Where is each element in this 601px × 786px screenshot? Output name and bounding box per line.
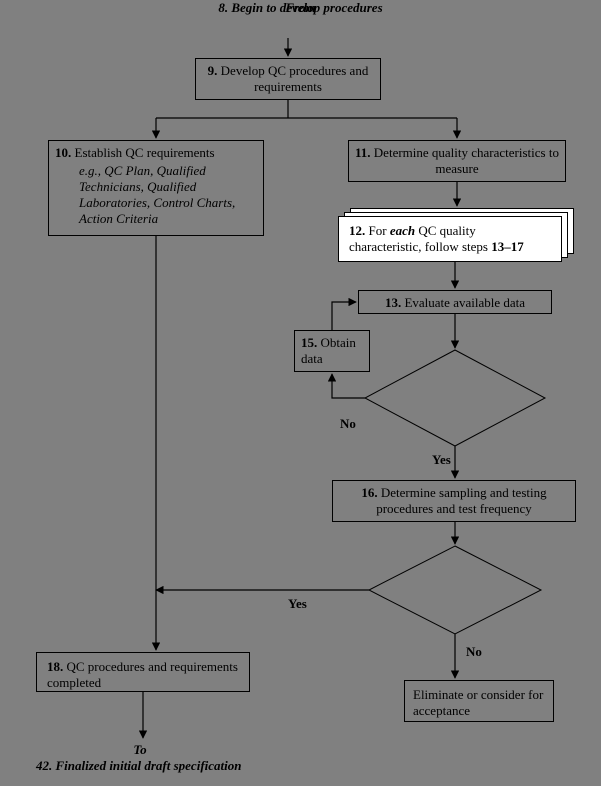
node-16: 16. Determine sampling and testing proce… bbox=[332, 480, 576, 522]
node-16-text: Determine sampling and testing procedure… bbox=[376, 485, 546, 516]
node-10-text: Establish QC requirements bbox=[75, 145, 215, 160]
footer-to-line: 42. Finalized initial draft specificatio… bbox=[36, 758, 241, 774]
node-12: 12. For each QC quality characteristic, … bbox=[338, 216, 562, 262]
node-10-num: 10. bbox=[55, 145, 71, 160]
node-18-num: 18. bbox=[47, 659, 63, 674]
node-16-num: 16. bbox=[361, 485, 377, 500]
node-13: 13. Evaluate available data bbox=[358, 290, 552, 314]
node-14-label: 14. Are there sufficient valid data? bbox=[405, 374, 505, 421]
node-18-text: QC procedures and requirements completed bbox=[47, 659, 238, 690]
node-13-text: Evaluate available data bbox=[404, 295, 525, 310]
node-10-subtext: e.g., QC Plan, Qualified Technicians, Qu… bbox=[55, 161, 257, 227]
node-17-text: Use for QC testing? bbox=[435, 574, 495, 605]
node-17-num: 17. bbox=[415, 574, 431, 589]
node-15-num: 15. bbox=[301, 335, 317, 350]
node-11-num: 11. bbox=[355, 145, 371, 160]
node-10: 10. Establish QC requirements e.g., QC P… bbox=[48, 140, 264, 236]
header-from-line: 8. Begin to develop procedures bbox=[0, 0, 601, 16]
node-12-text-c: 13–17 bbox=[491, 239, 524, 254]
node-12-num: 12. bbox=[349, 223, 365, 238]
node-9-num: 9. bbox=[208, 63, 218, 78]
node-12-text-em: each bbox=[390, 223, 415, 238]
node-13-num: 13. bbox=[385, 295, 401, 310]
node-14-num: 14. bbox=[421, 374, 437, 389]
node-9: 9. Develop QC procedures and requirement… bbox=[195, 58, 381, 100]
node-eliminate: Eliminate or consider for acceptance bbox=[404, 680, 554, 722]
footer-to: To bbox=[60, 742, 220, 758]
edge-17-no: No bbox=[466, 644, 482, 660]
node-17-label: 17. Use for QC testing? bbox=[413, 574, 497, 605]
node-eliminate-text: Eliminate or consider for acceptance bbox=[413, 687, 543, 718]
edge-17-yes: Yes bbox=[288, 596, 307, 612]
node-11-text: Determine quality characteristics to mea… bbox=[374, 145, 559, 176]
edge-14-yes: Yes bbox=[432, 452, 451, 468]
node-9-text: Develop QC procedures and requirements bbox=[221, 63, 369, 94]
node-12-text-a: For bbox=[369, 223, 390, 238]
node-11: 11. Determine quality characteristics to… bbox=[348, 140, 566, 182]
edge-14-no: No bbox=[340, 416, 356, 432]
node-18: 18. QC procedures and requirements compl… bbox=[36, 652, 250, 692]
node-15: 15. Obtain data bbox=[294, 330, 370, 372]
